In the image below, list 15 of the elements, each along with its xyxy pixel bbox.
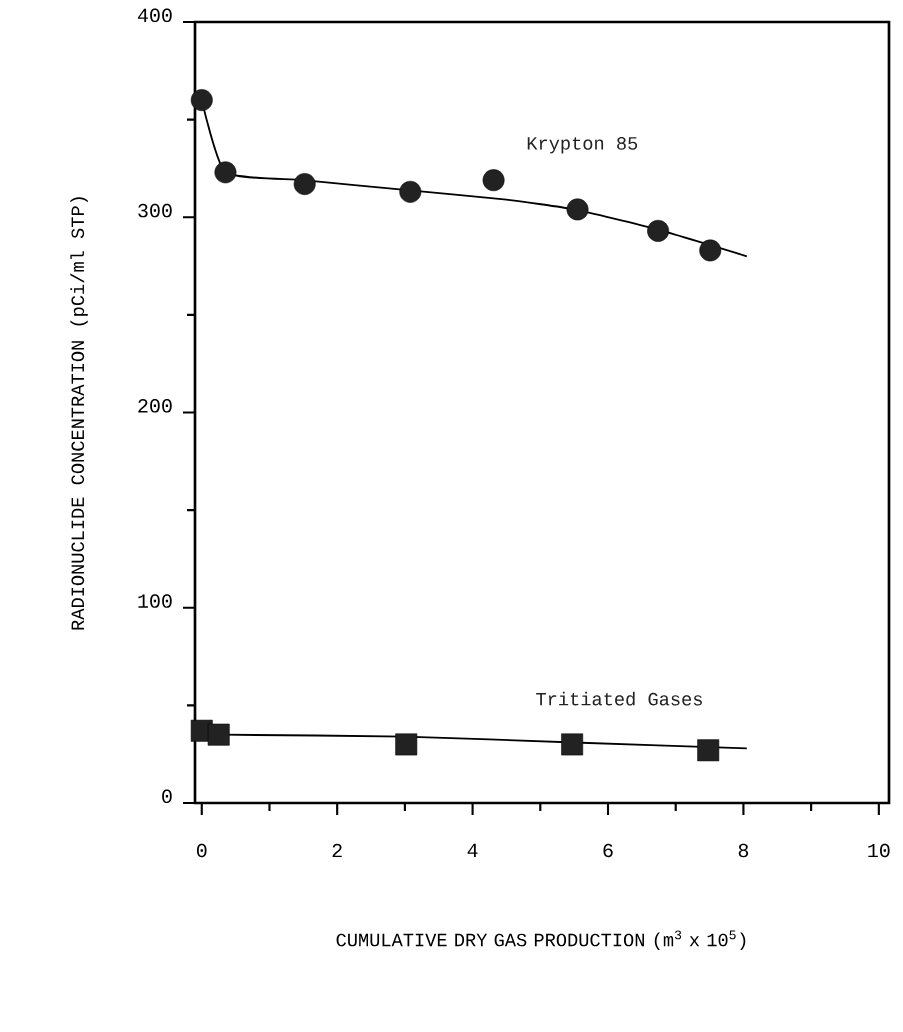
x-tick-label: 2 — [332, 843, 342, 858]
y-tick-label: 200 — [138, 399, 172, 413]
y-tick-label: 0 — [162, 789, 172, 804]
y-tick-label: 400 — [137, 8, 172, 23]
x-tick-label: 0 — [196, 843, 207, 858]
x-axis-title: CUMULATIVE DRY GAS PRODUCTION (m$^{3}$ x 10$^{5}$) — [336, 930, 746, 951]
x-tick-label: 10 — [868, 843, 890, 858]
x-tick-label: 6 — [603, 843, 613, 858]
series-label: Tritiated Gases — [536, 691, 702, 706]
x-tick-label: 8 — [738, 843, 749, 858]
series-label: Krypton 85 — [527, 137, 638, 154]
y-tick-label: 100 — [138, 594, 172, 608]
x-tick-label: 4 — [467, 843, 478, 857]
y-tick-label: 300 — [138, 203, 172, 218]
y-axis-title: RADIONUCLIDE CONCENTRATION (pCi/ml STP) — [70, 197, 88, 630]
